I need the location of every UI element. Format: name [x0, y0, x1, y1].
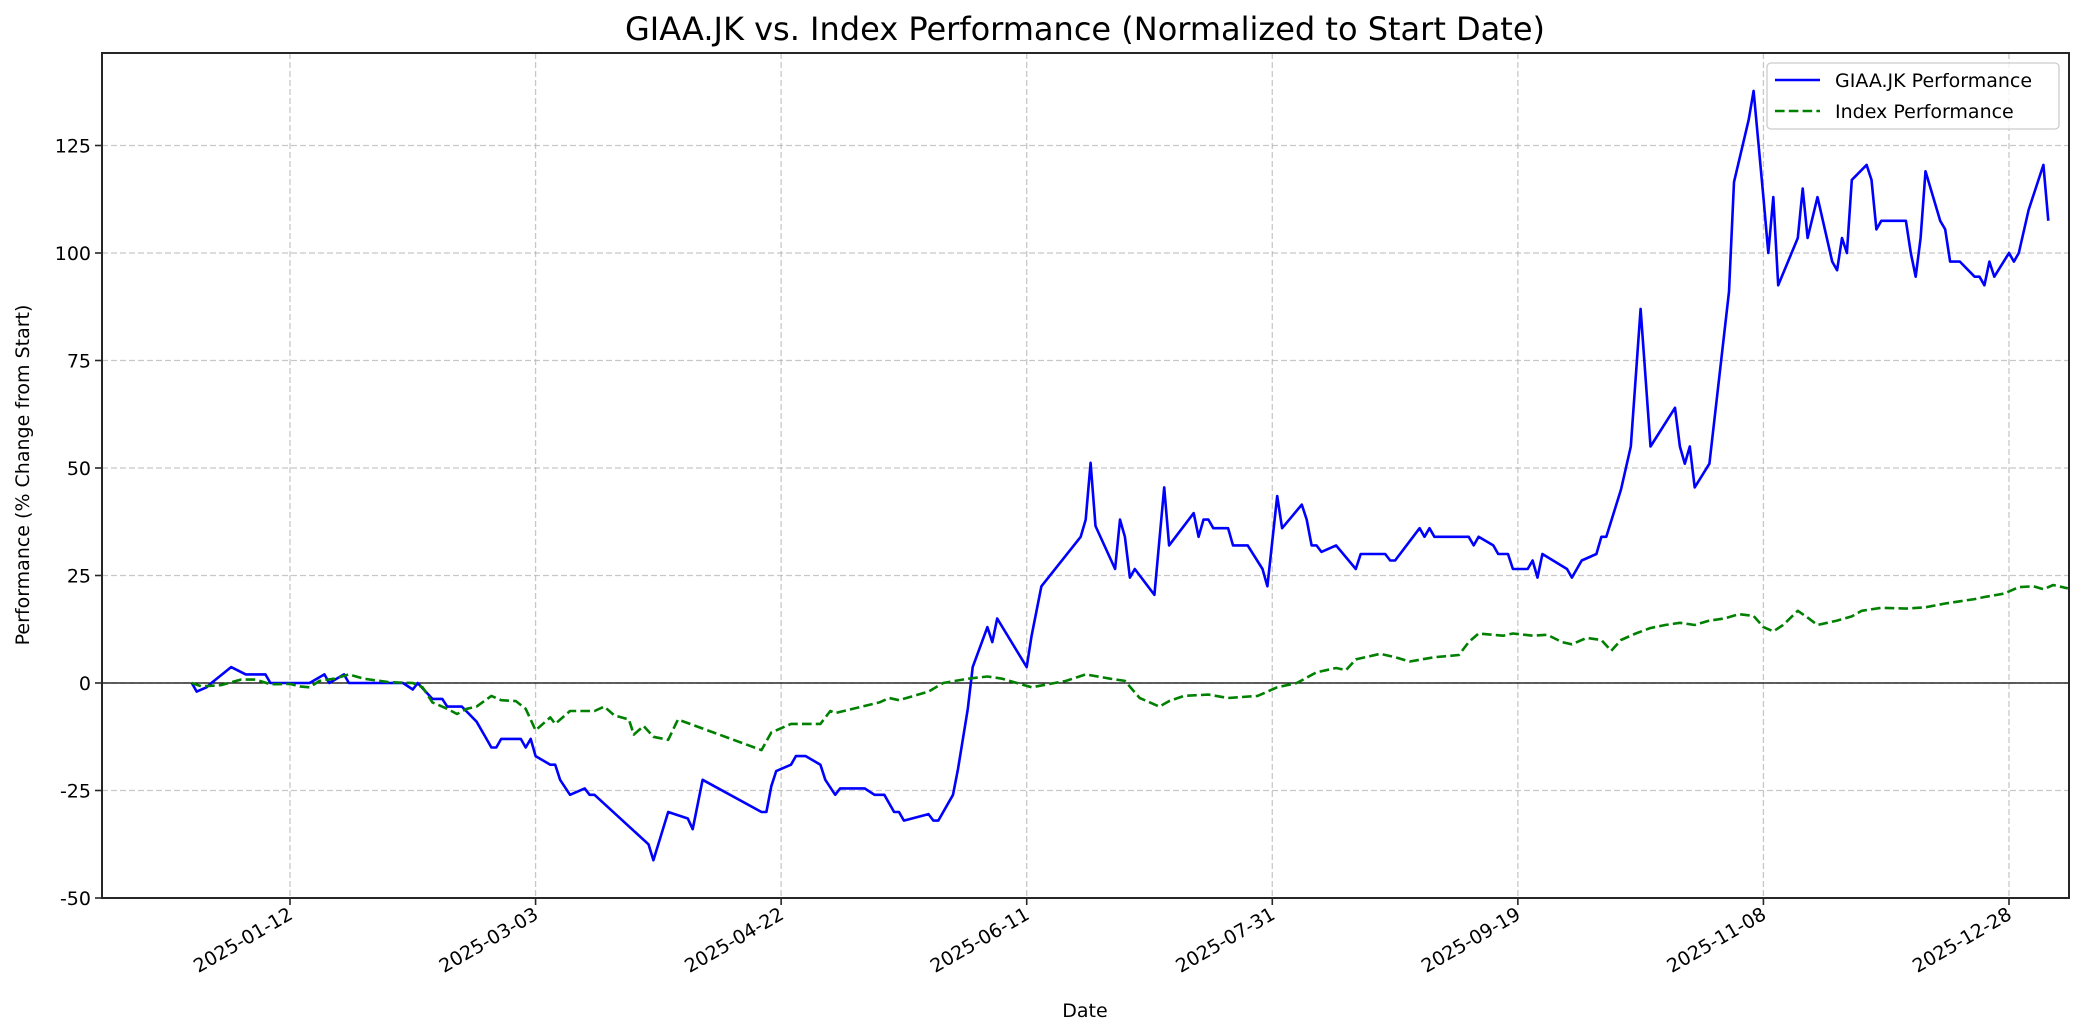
y-axis-ticks: -50 -25 0 25 50 75 100 125	[55, 136, 102, 910]
legend-label-giaa: GIAA.JK Performance	[1835, 70, 2032, 92]
legend-label-index: Index Performance	[1835, 101, 2014, 123]
y-tick-label: 125	[55, 136, 91, 158]
axes-frame	[101, 52, 2070, 899]
y-tick-label: 0	[79, 673, 91, 695]
legend-frame	[1766, 62, 2060, 130]
series-lines	[190, 89, 2069, 862]
chart-title: GIAA.JK vs. Index Performance (Normalize…	[625, 10, 1545, 48]
y-tick-label: -25	[60, 781, 91, 803]
giaa-performance-line	[190, 89, 2050, 862]
x-axis-label: Date	[1062, 1000, 1107, 1022]
y-tick-label: 100	[55, 243, 91, 265]
y-axis-label: Performance (% Change from Start)	[12, 305, 34, 646]
y-tick-label: 25	[67, 566, 91, 588]
y-tick-label: 75	[67, 351, 91, 373]
y-tick-label: 50	[67, 458, 91, 480]
legend: GIAA.JK Performance Index Performance	[1766, 62, 2060, 130]
index-performance-line	[191, 583, 2069, 752]
y-tick-label: -50	[60, 888, 91, 910]
